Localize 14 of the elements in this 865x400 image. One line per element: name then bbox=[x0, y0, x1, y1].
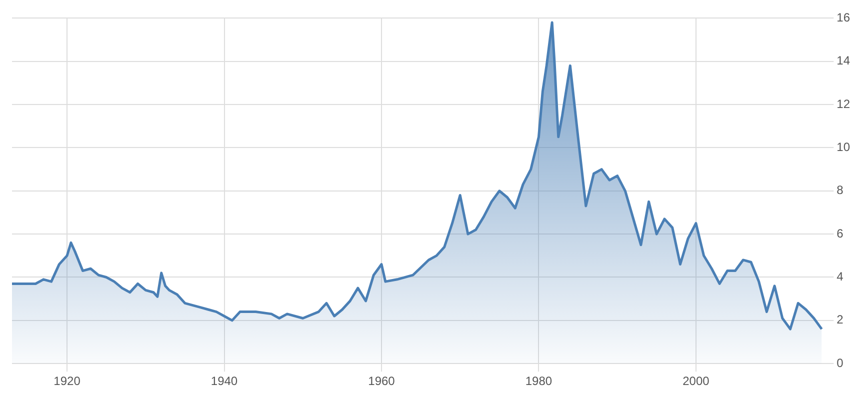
x-tick-label: 1980 bbox=[525, 374, 552, 388]
y-tick-label: 8 bbox=[836, 183, 844, 198]
y-tick-label: 14 bbox=[836, 54, 850, 68]
y-tick-label: 12 bbox=[836, 96, 850, 111]
x-tick-label: 1940 bbox=[210, 374, 238, 388]
y-tick-label: 16 bbox=[836, 10, 850, 25]
x-tick-label: 1920 bbox=[54, 374, 81, 388]
y-tick-label: 10 bbox=[836, 140, 850, 154]
y-tick-label: 6 bbox=[836, 226, 844, 240]
y-tick-label: 4 bbox=[836, 270, 844, 284]
x-tick-label: 1960 bbox=[368, 374, 396, 388]
y-tick-label: 0 bbox=[836, 356, 844, 370]
y-tick-label: 2 bbox=[836, 312, 844, 327]
x-tick-label: 2000 bbox=[682, 374, 710, 388]
